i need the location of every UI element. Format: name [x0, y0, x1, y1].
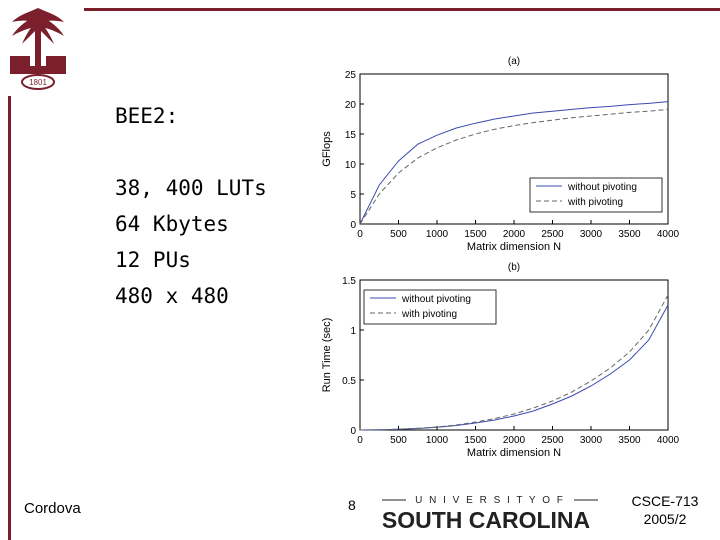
y-axis-label: GFlops	[321, 131, 333, 167]
chart-title: (b)	[508, 262, 520, 273]
y-tick-label: 20	[345, 100, 357, 111]
course-info: CSCE-713 2005/2	[620, 492, 710, 528]
wordmark-university-of: U N I V E R S I T Y O F	[415, 495, 565, 506]
y-tick-label: 10	[345, 160, 357, 171]
x-tick-label: 2000	[503, 229, 526, 240]
x-tick-label: 3500	[618, 435, 641, 446]
logo-year: 1801	[29, 78, 47, 87]
chart-legend: without pivoting with pivoting	[529, 177, 663, 213]
y-tick-label: 25	[345, 70, 357, 81]
series-line-without-pivoting	[359, 101, 669, 225]
legend-box	[529, 177, 663, 213]
x-tick-label: 4000	[657, 229, 680, 240]
y-tick-label: 5	[350, 190, 356, 201]
left-rule	[8, 96, 11, 540]
spec-pus: 12 PUs	[115, 248, 191, 272]
x-axis-label: Matrix dimension N	[467, 447, 561, 459]
university-wordmark: U N I V E R S I T Y O F SOUTH CAROLINA	[382, 495, 598, 533]
x-tick-label: 4000	[657, 435, 680, 446]
y-tick-label: 0	[350, 426, 356, 437]
usc-palmetto-logo: 1801	[10, 8, 66, 90]
x-tick-label: 1000	[426, 229, 449, 240]
x-tick-label: 1500	[464, 229, 487, 240]
x-tick-label: 2500	[541, 435, 564, 446]
y-tick-label: 15	[345, 130, 357, 141]
x-tick-label: 0	[357, 435, 363, 446]
chart-title: (a)	[508, 56, 520, 67]
y-axis-label: Run Time (sec)	[321, 318, 333, 393]
x-axis-label: Matrix dimension N	[467, 241, 561, 253]
chart-legend: without pivoting with pivoting	[363, 289, 497, 325]
x-tick-label: 0	[357, 229, 363, 240]
x-tick-label: 1000	[426, 435, 449, 446]
header-rule	[84, 8, 720, 11]
course-code: CSCE-713	[631, 493, 699, 509]
spec-array-size: 480 x 480	[115, 284, 229, 308]
legend-label: without pivoting	[401, 294, 471, 305]
y-tick-label: 1	[350, 326, 356, 337]
series-line-with-pivoting	[359, 108, 669, 225]
x-tick-label: 500	[390, 435, 407, 446]
y-tick-label: 0	[350, 220, 356, 231]
series-line-with-pivoting	[359, 294, 669, 431]
course-term: 2005/2	[643, 511, 687, 527]
page-number: 8	[348, 497, 356, 513]
performance-charts: 0 500 1000 1500 2000 2500 3000 3500 400005101520…	[321, 56, 680, 459]
x-tick-label: 1500	[464, 435, 487, 446]
x-tick-label: 2000	[503, 435, 526, 446]
slide-title: BEE2:	[115, 104, 179, 128]
x-tick-label: 3500	[618, 229, 641, 240]
wordmark-south-carolina: SOUTH CAROLINA	[382, 507, 590, 533]
spec-memory: 64 Kbytes	[115, 212, 229, 236]
legend-label: with pivoting	[401, 309, 457, 320]
x-tick-label: 3000	[580, 435, 603, 446]
author-footer: Cordova	[24, 500, 81, 517]
legend-box	[363, 289, 497, 325]
y-tick-label: 0.5	[342, 376, 356, 387]
x-tick-label: 500	[390, 229, 407, 240]
legend-label: without pivoting	[567, 182, 637, 193]
y-tick-label: 1.5	[342, 276, 356, 287]
x-tick-label: 2500	[541, 229, 564, 240]
x-tick-label: 3000	[580, 229, 603, 240]
legend-label: with pivoting	[567, 197, 623, 208]
spec-list: 38, 400 LUTs 64 Kbytes 12 PUs 480 x 480	[115, 170, 267, 314]
spec-luts: 38, 400 LUTs	[115, 176, 267, 200]
